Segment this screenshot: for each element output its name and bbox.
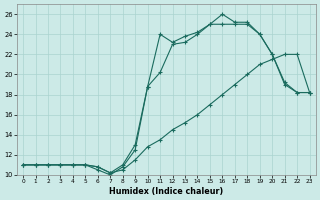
X-axis label: Humidex (Indice chaleur): Humidex (Indice chaleur)	[109, 187, 223, 196]
